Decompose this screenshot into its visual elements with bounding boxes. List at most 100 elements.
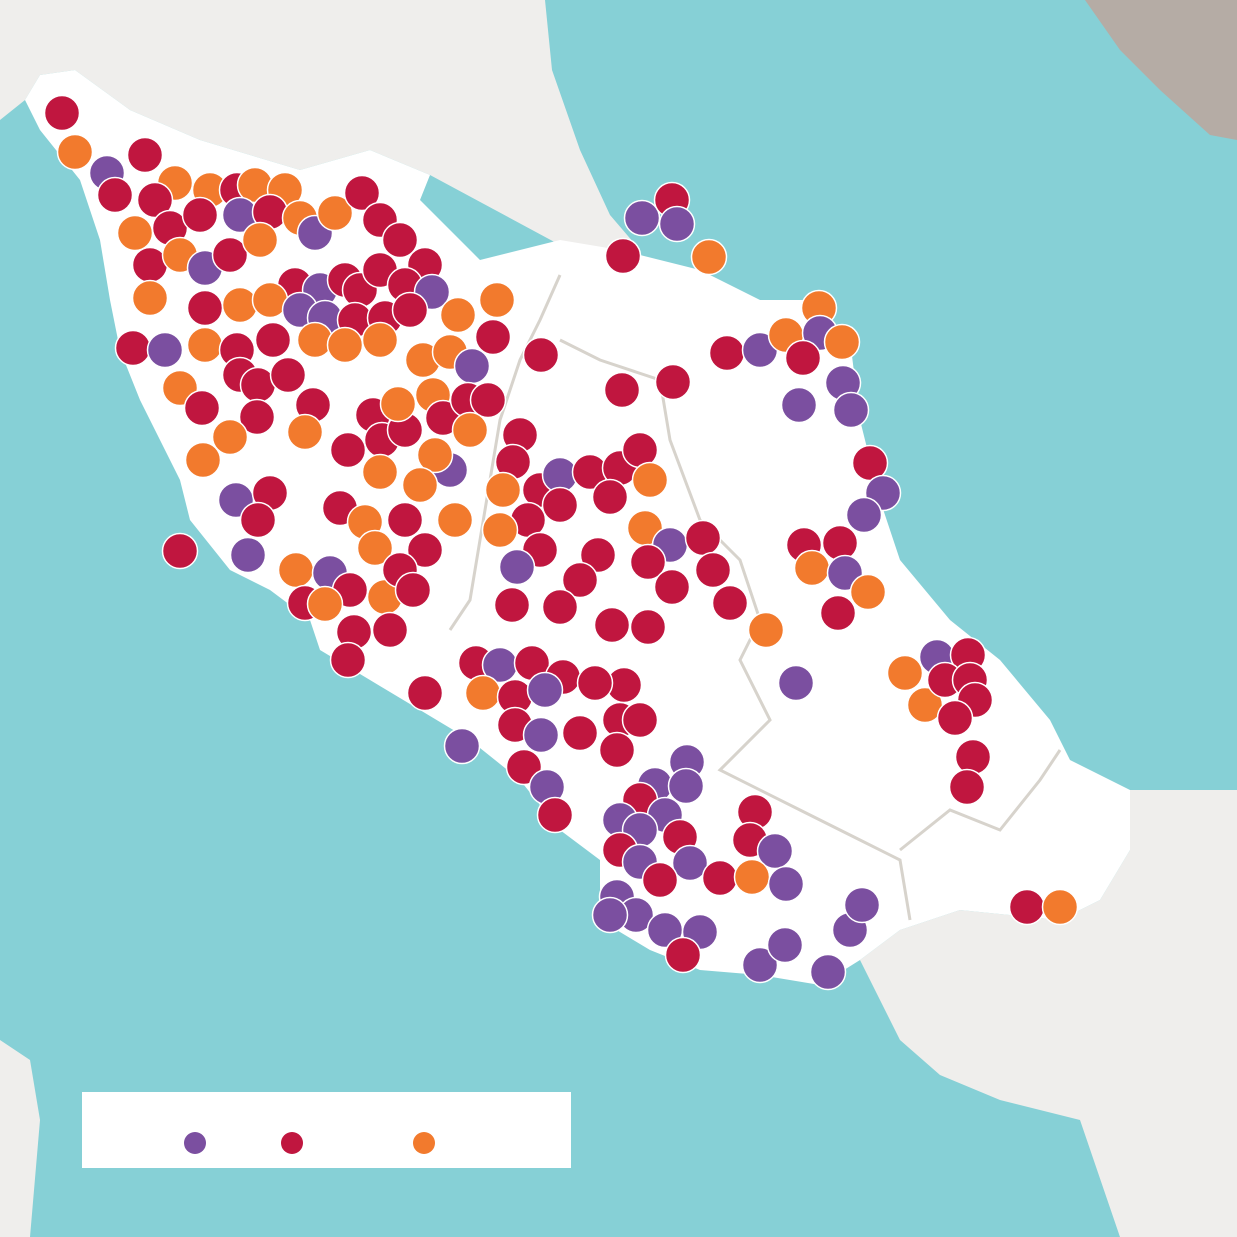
legend-dot [184,1132,206,1154]
legend-dot [281,1132,303,1154]
map-dot [711,584,749,622]
map-dot [474,318,512,356]
map-dot [603,371,641,409]
map-dot [561,561,599,599]
land-southwest [0,1040,40,1237]
map-dot [406,674,444,712]
land-north [0,0,640,250]
map-dot [416,436,454,474]
map-dot [394,571,432,609]
map-dot [43,94,81,132]
map-dot [464,674,502,712]
map-dot [329,641,367,679]
map-dot [484,471,522,509]
map-dot [690,238,728,276]
map-dot [629,608,667,646]
map-dot [598,731,636,769]
map-dot [286,413,324,451]
map-dot [361,453,399,491]
map-dot [211,236,249,274]
map-dot [343,174,381,212]
map-dot [96,176,134,214]
map-dot [701,859,739,897]
map-dot [131,279,169,317]
map-dot [629,543,667,581]
map-dot [694,551,732,589]
map-dot [526,671,564,709]
map-dot [593,606,631,644]
map-dot [667,767,705,805]
map-dot [439,296,477,334]
map-dot [498,548,536,586]
map-dot [522,336,560,374]
map-dot [183,389,221,427]
map-dot [591,896,629,934]
map-dot [664,936,702,974]
map-dot [793,549,831,587]
map-dot [708,334,746,372]
map-dot [823,323,861,361]
map-dot [381,221,419,259]
map-dot [733,858,771,896]
map-dot [536,796,574,834]
map-dot [451,411,489,449]
land-south [860,790,1237,1237]
map-dot [948,768,986,806]
map-dot [756,832,794,870]
map-dot [453,347,491,385]
map-dot [211,418,249,456]
map-dot [576,664,614,702]
map-dot [296,321,334,359]
dot-layer [43,94,1079,991]
map-dot [391,291,429,329]
map-dot [361,321,399,359]
map-dot [522,716,560,754]
map-dot [1041,888,1079,926]
map-dot [386,501,424,539]
map-dot [146,331,184,369]
map-dot [623,199,661,237]
legend-box [82,1092,571,1168]
map-dot [541,588,579,626]
map-dot [886,654,924,692]
map-dot [579,536,617,574]
map-dot [819,594,857,632]
map-dot [306,585,344,623]
map-dot [849,573,887,611]
map-dot [161,532,199,570]
map-dot [436,501,474,539]
legend-dot [413,1132,435,1154]
map-dot [184,441,222,479]
map-dot [316,194,354,232]
legend [184,1132,435,1154]
map-dot [621,701,659,739]
map-dot [741,946,779,984]
map-dot [843,886,881,924]
map-dot [641,861,679,899]
map-dot [845,496,883,534]
map-dot [186,289,224,327]
map-dot [821,524,859,562]
map-dot [658,205,696,243]
map-dot [356,529,394,567]
map-dot [379,385,417,423]
map-dot [653,568,691,606]
map-dot [114,329,152,367]
map-dot [277,551,315,589]
map-dot [766,926,804,964]
map-dot [832,391,870,429]
map-dot [767,865,805,903]
map-dot [591,478,629,516]
map-dot [254,321,292,359]
map-dot [481,511,519,549]
map-dot [604,237,642,275]
map-dot [238,398,276,436]
map-dot [561,714,599,752]
map-dot [406,531,444,569]
map-dot [401,466,439,504]
map-dot [186,326,224,364]
map-dot [371,611,409,649]
map-dot [784,339,822,377]
